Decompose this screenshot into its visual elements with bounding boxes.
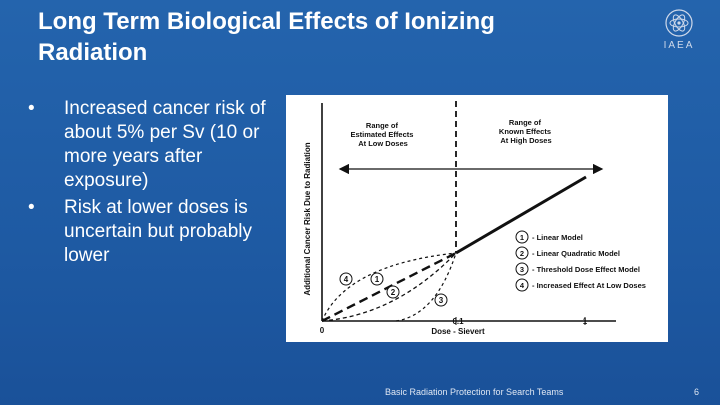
y-axis-label: Additional Cancer Risk Due to Radiation xyxy=(303,142,312,295)
x-axis-label: Dose - Sievert xyxy=(431,327,485,336)
legend-item: 2 - Linear Quadratic Model xyxy=(515,246,620,260)
curve-increased-low xyxy=(321,252,457,322)
bullet-item: • Increased cancer risk of about 5% per S… xyxy=(28,98,266,191)
legend: 1 - Linear Model 2 - Linear Quadratic Mo… xyxy=(515,230,646,292)
range-low-label: Range of Estimated Effects At Low Doses xyxy=(350,121,415,148)
footer-text: Basic Radiation Protection for Search Te… xyxy=(385,387,564,397)
x-tick-label: 0 xyxy=(320,326,325,335)
svg-text:- Linear Quadratic Model: - Linear Quadratic Model xyxy=(532,249,620,258)
legend-item: 1 - Linear Model xyxy=(515,230,583,244)
legend-item: 3 - Threshold Dose Effect Model xyxy=(515,262,640,276)
bullet-list: • Increased cancer risk of about 5% per S… xyxy=(28,97,273,271)
slide-title: Long Term Biological Effects of Ionizing… xyxy=(38,8,495,66)
svg-text:- Linear Model: - Linear Model xyxy=(532,233,583,242)
legend-item: 4 - Increased Effect At Low Doses xyxy=(515,278,646,292)
svg-text:3: 3 xyxy=(439,296,444,305)
page-number: 6 xyxy=(694,387,700,397)
atom-emblem-icon xyxy=(665,9,693,37)
svg-text:4: 4 xyxy=(520,281,525,290)
svg-text:4: 4 xyxy=(344,275,349,284)
curve-threshold xyxy=(395,252,457,322)
svg-text:1: 1 xyxy=(375,275,380,284)
curve-marker: 2 xyxy=(386,285,400,299)
curve-marker: 1 xyxy=(370,272,384,286)
range-high-label: Range of Known Effects At High Doses xyxy=(499,118,553,145)
curve-linear-quadratic xyxy=(321,252,457,322)
dose-response-figure: Additional Cancer Risk Due to Radiation … xyxy=(286,95,668,342)
svg-text:2: 2 xyxy=(520,249,524,258)
svg-text:- Threshold Dose Effect Model: - Threshold Dose Effect Model xyxy=(532,265,640,274)
svg-text:- Increased Effect At Low Dose: - Increased Effect At Low Doses xyxy=(532,281,646,290)
bullet-text: Risk at lower doses is uncertain but pro… xyxy=(64,197,253,266)
x-tick-label: 1 xyxy=(583,317,588,326)
curve-marker: 3 xyxy=(434,293,448,307)
svg-text:1: 1 xyxy=(520,233,524,242)
curve-marker: 4 xyxy=(339,272,353,286)
bullet-text: Increased cancer risk of about 5% per Sv… xyxy=(64,98,266,191)
svg-text:3: 3 xyxy=(520,265,524,274)
logo-text: IAEA xyxy=(663,40,695,51)
high-dose-line xyxy=(455,175,587,255)
iaea-logo: IAEA xyxy=(656,8,702,64)
x-tick-label: 0.1 xyxy=(452,317,464,326)
bullet-item: • Risk at lower doses is uncertain but pr… xyxy=(28,197,253,266)
dose-response-diagram: Additional Cancer Risk Due to Radiation … xyxy=(303,101,646,336)
svg-text:2: 2 xyxy=(391,288,396,297)
